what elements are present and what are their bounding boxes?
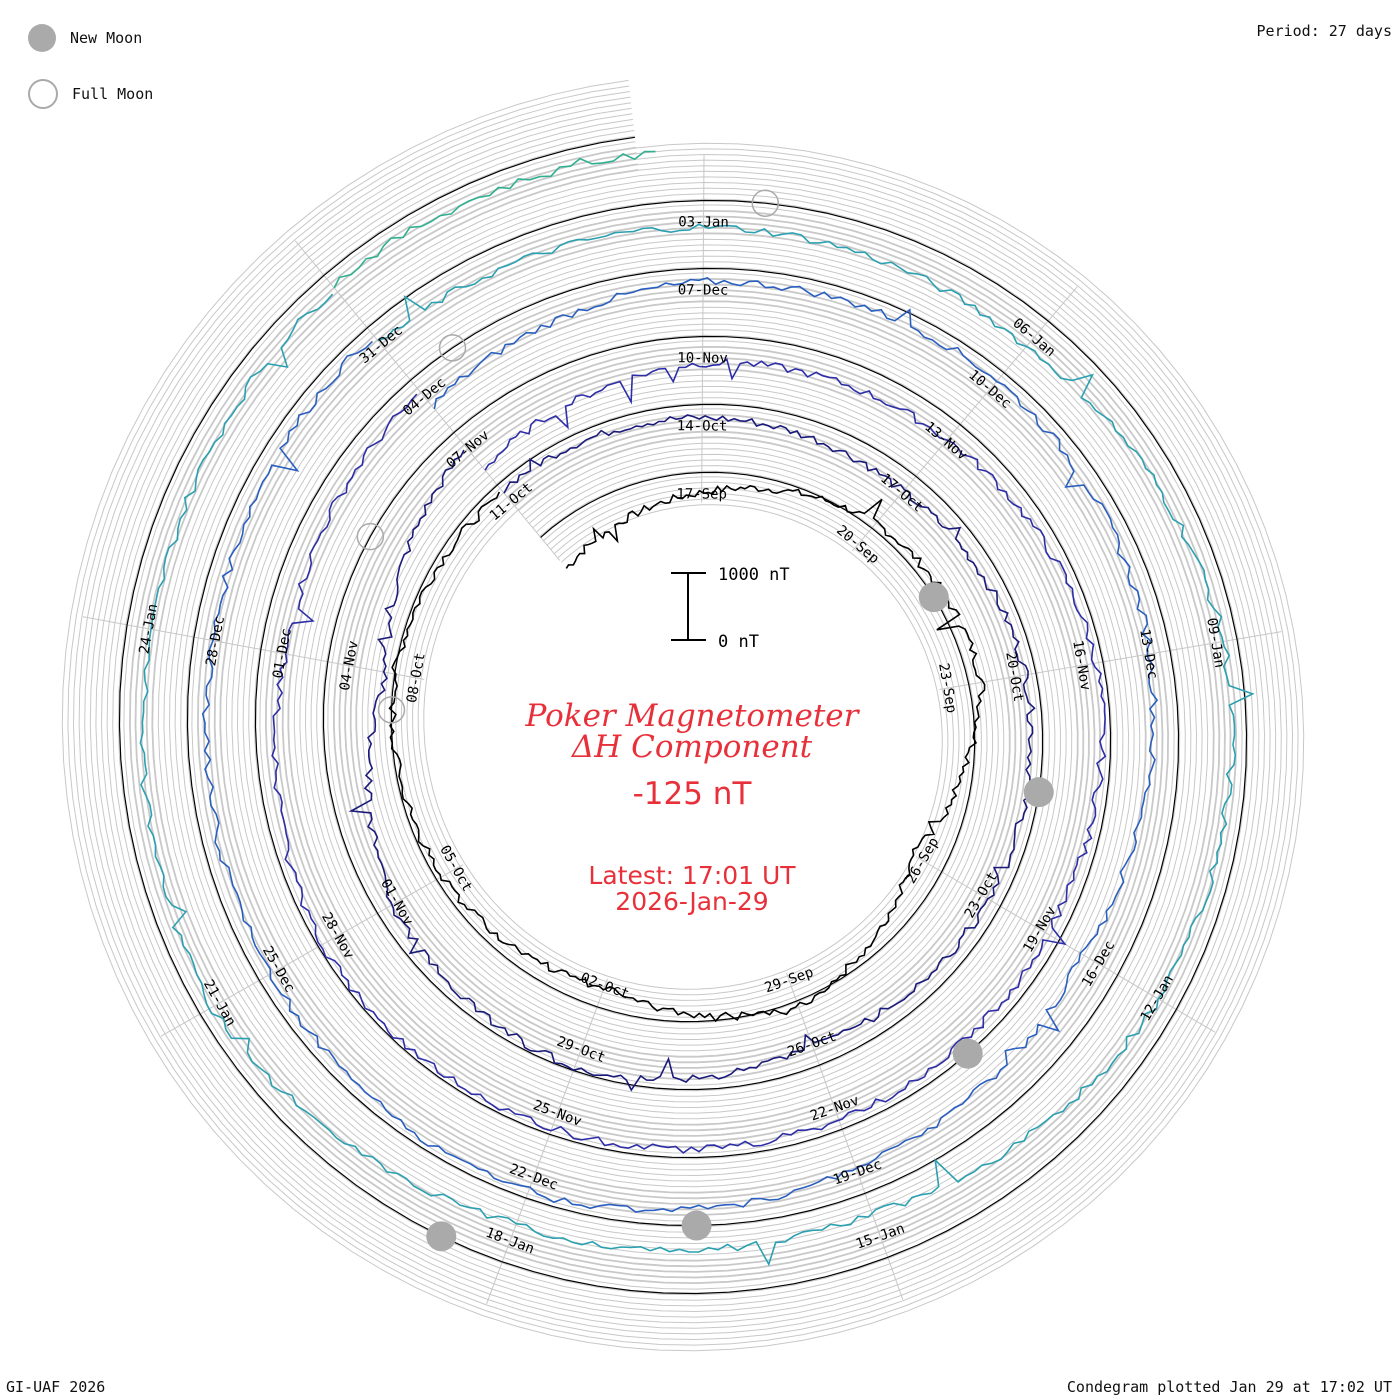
new-moon-marker <box>953 1039 983 1069</box>
date-label: 14-Oct <box>677 418 728 434</box>
credit-label: GI-UAF 2026 <box>6 1378 105 1396</box>
date-label: 07-Dec <box>678 282 729 298</box>
scale-top-label: 1000 nT <box>718 565 790 585</box>
period-label: Period: 27 days <box>1257 22 1392 40</box>
new-moon-label: New Moon <box>70 29 142 47</box>
new-moon-marker <box>426 1221 456 1251</box>
legend-new-moon: New Moon <box>24 10 153 66</box>
chart-subtitle: ΔH Component <box>571 729 813 765</box>
plotted-timestamp: Condegram plotted Jan 29 at 17:02 UT <box>1067 1378 1392 1396</box>
new-moon-marker <box>1024 777 1054 807</box>
new-moon-marker <box>682 1211 712 1241</box>
legend-full-moon: Full Moon <box>24 66 153 122</box>
latest-time: Latest: 17:01 UT <box>588 861 796 890</box>
moon-legend: New Moon Full Moon <box>24 10 153 122</box>
scale-bottom-label: 0 nT <box>718 632 759 652</box>
center-text: 1000 nT 0 nT Poker Magnetometer ΔH Compo… <box>525 565 861 916</box>
new-moon-marker <box>919 582 949 612</box>
date-label: 10-Nov <box>677 350 728 366</box>
full-moon-label: Full Moon <box>72 85 153 103</box>
date-label: 17-Sep <box>676 486 727 502</box>
current-value: -125 nT <box>633 776 753 812</box>
full-moon-icon <box>28 79 58 109</box>
date-label: 03-Jan <box>678 214 729 230</box>
latest-date: 2026-Jan-29 <box>615 887 768 916</box>
date-label: 23-Sep <box>935 662 959 715</box>
new-moon-icon <box>28 24 56 52</box>
